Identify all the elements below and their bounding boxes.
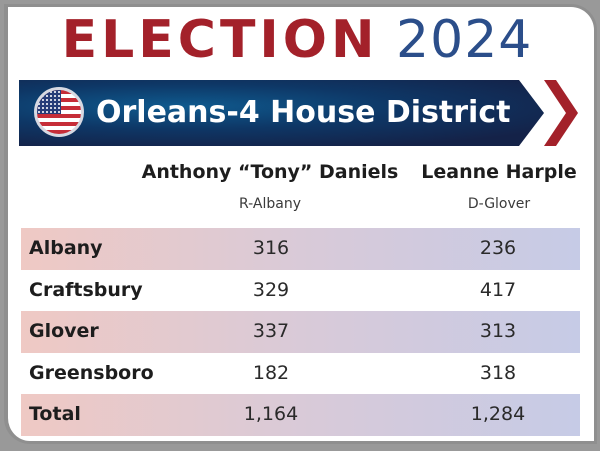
district-name: Orleans-4 House District: [96, 95, 511, 130]
harple-votes: 318: [479, 361, 517, 384]
table-row: Craftsbury 329 417: [21, 270, 580, 312]
daniels-votes: 316: [252, 237, 290, 259]
table-row: Albany 316 236: [21, 228, 580, 270]
daniels-votes: 182: [252, 361, 290, 384]
us-flag-icon: [34, 87, 84, 137]
results-card: [4, 4, 597, 444]
harple-votes: 417: [479, 278, 517, 301]
candidate-party: R-Albany: [239, 196, 301, 212]
town-label: Greensboro: [29, 361, 154, 384]
candidate-democrat: Leanne Harple D-Glover: [418, 160, 580, 214]
candidate-name: Anthony “Tony” Daniels: [141, 161, 399, 183]
candidate-name: Leanne Harple: [421, 161, 577, 183]
daniels-votes: 337: [252, 320, 290, 343]
harple-votes: 313: [479, 320, 517, 343]
candidate-party: D-Glover: [467, 196, 531, 212]
town-label: Albany: [29, 237, 103, 259]
district-banner: [19, 80, 544, 146]
harple-total: 1,284: [470, 403, 526, 426]
town-label: Glover: [29, 320, 99, 343]
table-row: Greensboro 182 318: [21, 353, 580, 395]
candidate-republican: Anthony “Tony” Daniels R-Albany: [140, 160, 400, 214]
chevron-right-icon: [544, 80, 578, 146]
results-table: Albany 316 236 Craftsbury 329 417 Glover…: [21, 228, 580, 436]
title-year: 2024: [396, 10, 533, 70]
table-row: Glover 337 313: [21, 311, 580, 353]
flag-canton: [37, 90, 61, 114]
total-label: Total: [29, 403, 81, 426]
page-title: ELECTION 2024: [0, 10, 594, 70]
town-label: Craftsbury: [29, 278, 143, 301]
total-row: Total 1,164 1,284: [21, 394, 580, 436]
daniels-votes: 329: [252, 278, 290, 301]
title-word: ELECTION: [61, 10, 379, 70]
harple-votes: 236: [479, 237, 517, 259]
daniels-total: 1,164: [243, 403, 299, 426]
